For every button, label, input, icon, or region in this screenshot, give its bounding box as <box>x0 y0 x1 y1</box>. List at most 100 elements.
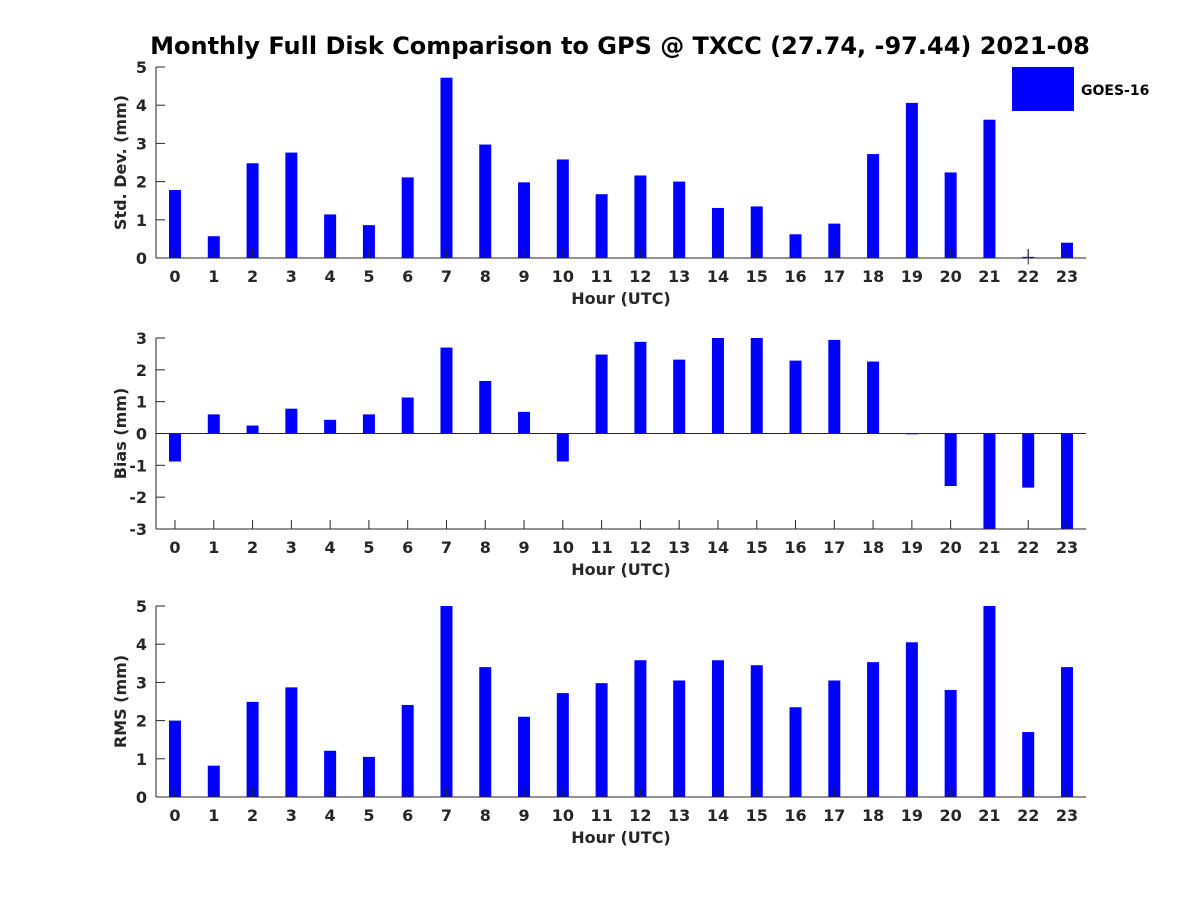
x-tick-label: 11 <box>590 538 612 557</box>
x-tick-label: 4 <box>325 538 336 557</box>
bar-hour-18 <box>867 154 880 258</box>
bar-hour-17 <box>828 223 841 258</box>
bar-hour-17 <box>828 680 841 797</box>
x-tick-label: 3 <box>286 806 297 825</box>
x-tick-label: 21 <box>978 538 1000 557</box>
bar-hour-7 <box>440 77 453 258</box>
bar-hour-2 <box>246 425 259 434</box>
y-tick-label: 5 <box>136 597 147 616</box>
bar-hour-17 <box>828 339 841 434</box>
x-tick-label: 4 <box>325 806 336 825</box>
chart-title: Monthly Full Disk Comparison to GPS @ TX… <box>150 32 1090 60</box>
bar-hour-6 <box>401 177 414 258</box>
x-tick-label: 12 <box>629 538 651 557</box>
bar-hour-7 <box>440 606 453 797</box>
x-tick-label: 1 <box>208 267 219 286</box>
bar-hour-10 <box>556 159 569 258</box>
x-tick-label: 10 <box>552 267 574 286</box>
bar-hour-19 <box>905 642 918 797</box>
x-tick-label: 19 <box>901 267 923 286</box>
x-tick-label: 8 <box>480 267 491 286</box>
x-axis-label: Hour (UTC) <box>571 828 671 847</box>
x-tick-label: 5 <box>363 267 374 286</box>
x-tick-label: 2 <box>247 806 258 825</box>
bar-hour-3 <box>285 408 298 434</box>
x-tick-label: 14 <box>707 267 729 286</box>
x-tick-label: 18 <box>862 806 884 825</box>
x-tick-label: 3 <box>286 267 297 286</box>
x-tick-label: 1 <box>208 538 219 557</box>
y-tick-label: 2 <box>136 173 147 192</box>
x-tick-label: 2 <box>247 538 258 557</box>
x-tick-label: 7 <box>441 267 452 286</box>
y-tick-label: 1 <box>136 393 147 412</box>
x-tick-label: 14 <box>707 806 729 825</box>
bar-hour-18 <box>867 662 880 797</box>
bar-hour-22 <box>1022 433 1035 488</box>
x-tick-label: 19 <box>901 538 923 557</box>
x-tick-label: 3 <box>286 538 297 557</box>
x-tick-label: 11 <box>590 267 612 286</box>
bar-hour-1 <box>207 765 220 797</box>
bar-hour-21 <box>983 433 996 529</box>
y-tick-label: 5 <box>136 58 147 77</box>
y-tick-label: 3 <box>136 134 147 153</box>
x-tick-label: 16 <box>784 806 806 825</box>
y-tick-label: 0 <box>136 425 147 444</box>
y-tick-label: 0 <box>136 788 147 807</box>
bar-hour-15 <box>750 206 763 258</box>
x-tick-label: 18 <box>862 267 884 286</box>
x-tick-label: 22 <box>1017 267 1039 286</box>
y-tick-label: -3 <box>129 520 147 539</box>
x-tick-label: 19 <box>901 806 923 825</box>
bar-hour-2 <box>246 163 259 258</box>
bar-hour-23 <box>1061 667 1073 797</box>
x-tick-label: 7 <box>441 538 452 557</box>
y-axis-label: Std. Dev. (mm) <box>111 95 130 230</box>
bar-hour-3 <box>285 152 298 258</box>
y-tick-label: 2 <box>136 712 147 731</box>
bar-hour-13 <box>673 181 686 258</box>
bar-hour-12 <box>634 341 647 434</box>
x-tick-label: 21 <box>978 267 1000 286</box>
y-tick-label: 3 <box>136 673 147 692</box>
x-tick-label: 20 <box>940 538 962 557</box>
bar-hour-22 <box>1022 732 1035 797</box>
bar-hour-15 <box>750 338 763 434</box>
bar-hour-5 <box>362 756 375 797</box>
bar-hour-8 <box>479 667 492 797</box>
x-tick-label: 16 <box>784 267 806 286</box>
x-tick-label: 9 <box>518 538 529 557</box>
x-tick-label: 10 <box>552 538 574 557</box>
bar-hour-4 <box>324 214 337 258</box>
bar-hour-16 <box>789 234 802 258</box>
bar-hour-6 <box>401 704 414 797</box>
bar-hour-0 <box>169 433 181 462</box>
x-tick-label: 15 <box>746 538 768 557</box>
bar-hour-13 <box>673 680 686 797</box>
x-tick-label: 22 <box>1017 806 1039 825</box>
bar-hour-20 <box>944 433 957 487</box>
x-tick-label: 8 <box>480 806 491 825</box>
x-tick-label: 0 <box>169 267 180 286</box>
x-tick-label: 10 <box>552 806 574 825</box>
bar-hour-11 <box>595 683 608 797</box>
bar-hour-6 <box>401 397 414 434</box>
legend-swatch <box>1012 67 1074 111</box>
bar-hour-2 <box>246 701 259 797</box>
x-tick-label: 17 <box>823 538 845 557</box>
bar-hour-4 <box>324 750 337 797</box>
bar-hour-0 <box>169 720 181 797</box>
x-tick-label: 9 <box>518 806 529 825</box>
x-tick-label: 22 <box>1017 538 1039 557</box>
bar-hour-9 <box>518 716 531 797</box>
x-tick-label: 21 <box>978 806 1000 825</box>
x-tick-label: 23 <box>1056 267 1078 286</box>
x-tick-label: 12 <box>629 806 651 825</box>
x-tick-label: 6 <box>402 538 413 557</box>
x-tick-label: 13 <box>668 267 690 286</box>
x-tick-label: 17 <box>823 267 845 286</box>
x-tick-label: 0 <box>169 538 180 557</box>
